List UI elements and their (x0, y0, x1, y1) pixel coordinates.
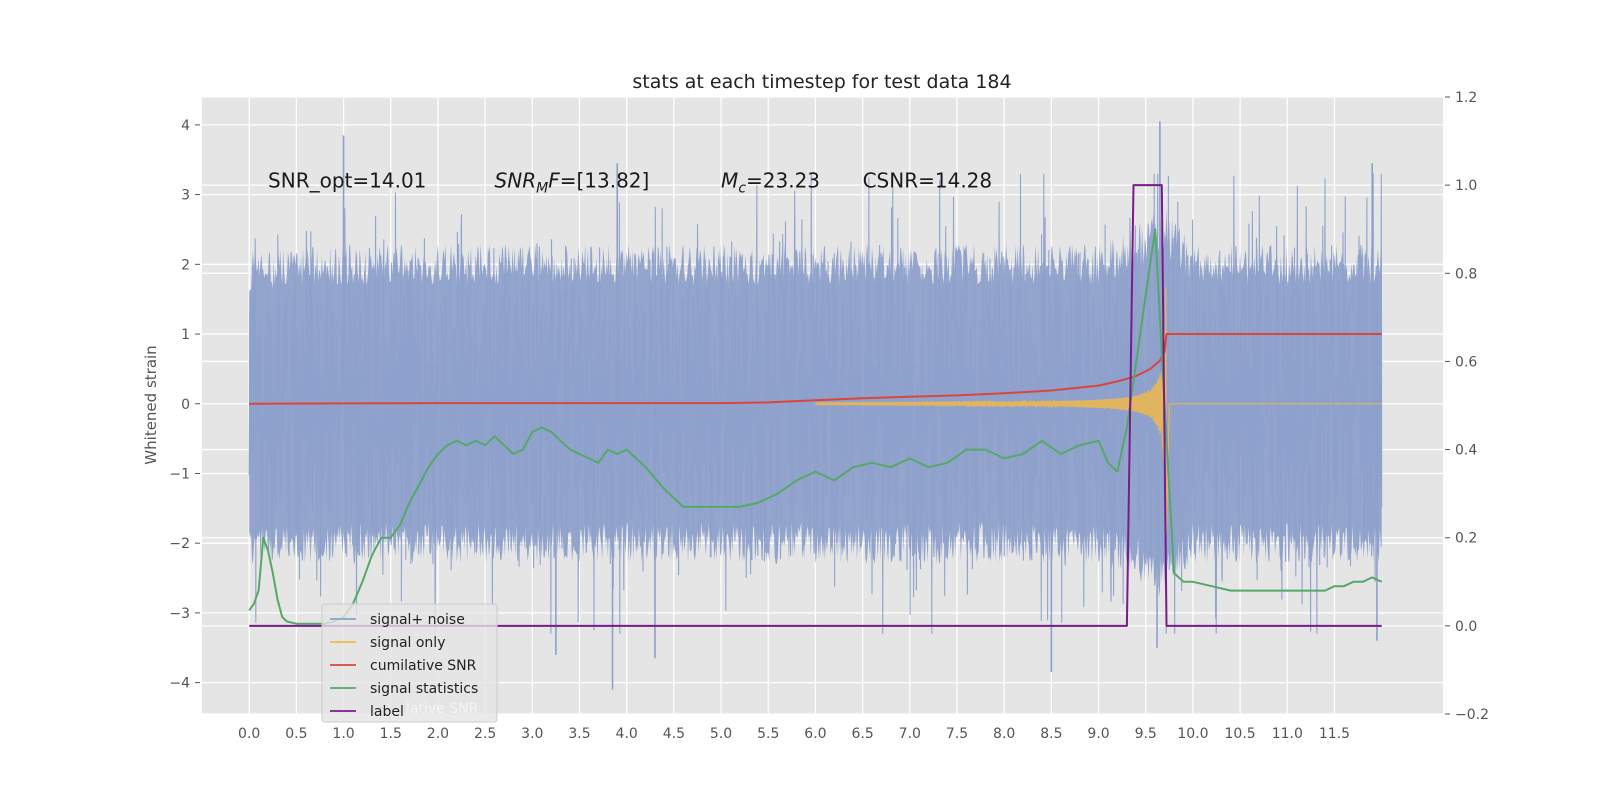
y-tick-label: −2 (169, 536, 190, 552)
y-tick-label: 4 (181, 118, 190, 134)
y2-tick-label: −0.2 (1455, 707, 1489, 723)
x-tick-label: 8.0 (993, 726, 1015, 742)
signal-noise-trace (248, 173, 1383, 634)
y2-tick-label: 0.6 (1455, 354, 1477, 370)
x-tick-label: 0.0 (238, 726, 260, 742)
x-tick-label: 2.0 (427, 726, 449, 742)
x-tick-label: 1.5 (380, 726, 402, 742)
legend-ghost-text: lative SNR (406, 701, 479, 717)
y2-axis-ticks: 1.2 1.0 0.8 0.6 0.4 0.2 0.0 −0.2 (1445, 90, 1489, 723)
legend-label: label (370, 704, 404, 720)
x-tick-label: 11.0 (1272, 726, 1303, 742)
y-axis-ticks: 4 3 2 1 0 −1 −2 −3 −4 (169, 118, 200, 692)
x-tick-label: 6.0 (804, 726, 826, 742)
annotation-text: CSNR=14.28 (863, 169, 993, 193)
x-tick-label: 3.5 (568, 726, 590, 742)
x-tick-label: 9.0 (1087, 726, 1109, 742)
signal-only-line (815, 287, 1382, 533)
signal-noise-series (248, 121, 1383, 690)
signal-statistics-line (248, 228, 1383, 625)
legend-label: signal+ noise (370, 612, 465, 628)
x-tick-label: 6.5 (851, 726, 873, 742)
legend-label: cumilative SNR (370, 658, 477, 674)
y-tick-label: −4 (169, 676, 190, 692)
x-tick-label: 10.5 (1225, 726, 1256, 742)
x-tick-label: 5.5 (757, 726, 779, 742)
x-tick-label: 4.0 (616, 726, 638, 742)
x-tick-label: 8.5 (1040, 726, 1062, 742)
x-axis-ticks: 0.0 0.5 1.0 1.5 2.0 2.5 3.0 3.5 4.0 4.5 5.0 5.5 6.0 6… (238, 726, 1350, 742)
annotations: SNR_opt=14.01 SNRMF=[13.82] Mc=23.23 CSNR=1… (268, 169, 992, 197)
legend: lative SNR signal+ noise signal only cumila… (321, 603, 498, 723)
y-tick-label: −3 (169, 606, 190, 622)
x-tick-label: 0.5 (285, 726, 307, 742)
x-tick-label: 3.0 (521, 726, 543, 742)
annotation-text: Mc=23.23 (721, 169, 820, 197)
label-line (249, 184, 1382, 627)
y-tick-label: −1 (169, 466, 190, 482)
legend-box (321, 603, 498, 723)
y2-tick-label: 0.8 (1455, 266, 1477, 282)
y-tick-label: 2 (181, 257, 190, 273)
y2-tick-label: 0.4 (1455, 443, 1477, 459)
signal-only-series (815, 287, 1382, 533)
legend-label: signal statistics (370, 681, 478, 697)
legend-label: signal only (370, 635, 445, 651)
y-tick-label: 0 (181, 397, 190, 413)
x-tick-label: 7.0 (899, 726, 921, 742)
x-tick-label: 7.5 (946, 726, 968, 742)
chart-title: stats at each timestep for test data 184 (632, 71, 1011, 93)
x-tick-label: 2.5 (474, 726, 496, 742)
y2-tick-label: 1.0 (1455, 178, 1477, 194)
y2-tick-label: 1.2 (1455, 90, 1477, 106)
annotation-text: SNR_opt=14.01 (268, 169, 426, 193)
x-tick-label: 9.5 (1135, 726, 1157, 742)
y-tick-label: 3 (181, 188, 190, 204)
cumilative-snr-line (249, 333, 1382, 405)
x-tick-label: 11.5 (1319, 726, 1350, 742)
y-tick-label: 1 (181, 327, 190, 343)
x-tick-label: 4.5 (663, 726, 685, 742)
y-axis-label: Whitened strain (142, 345, 160, 464)
x-tick-label: 1.0 (332, 726, 354, 742)
line-series (248, 184, 1383, 627)
annotation-text: SNRMF=[13.82] (495, 169, 650, 197)
x-tick-label: 5.0 (710, 726, 732, 742)
y2-tick-label: 0.2 (1455, 531, 1477, 547)
x-tick-label: 10.0 (1177, 726, 1208, 742)
y2-tick-label: 0.0 (1455, 619, 1477, 635)
